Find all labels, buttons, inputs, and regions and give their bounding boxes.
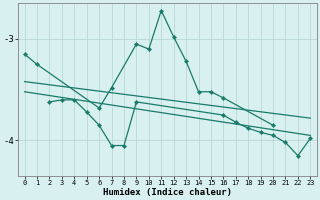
X-axis label: Humidex (Indice chaleur): Humidex (Indice chaleur) [103, 188, 232, 197]
